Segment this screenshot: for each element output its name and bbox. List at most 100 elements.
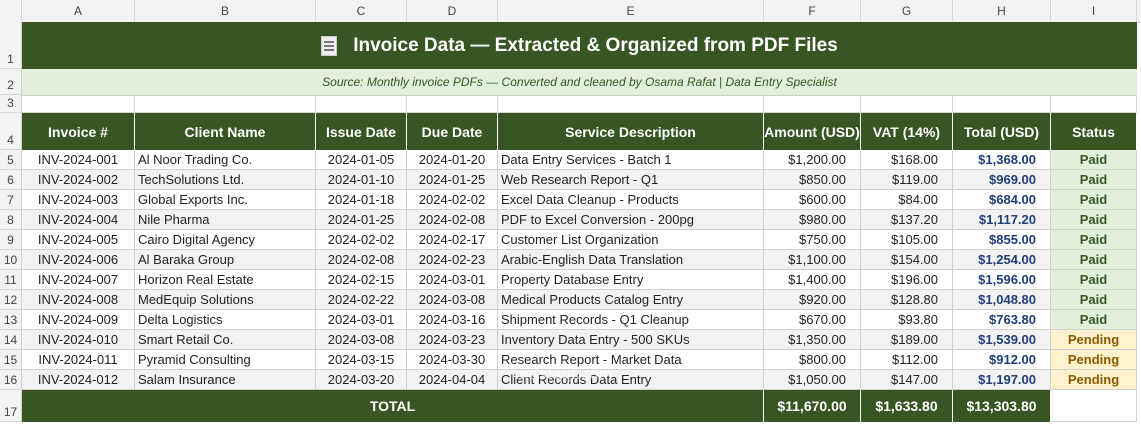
row-header-4[interactable]: 4 [0,113,22,150]
table-cell[interactable]: INV-2024-002 [22,170,135,190]
table-header-cell[interactable]: Due Date [407,113,498,150]
column-header-a[interactable]: A [22,0,135,22]
table-cell[interactable]: Global Exports Inc. [135,190,316,210]
table-cell[interactable]: 2024-01-25 [407,170,498,190]
status-badge[interactable]: Paid [1051,310,1137,330]
table-cell[interactable]: $855.00 [953,230,1051,250]
table-cell[interactable]: Excel Data Cleanup - Products [498,190,764,210]
status-badge[interactable]: Paid [1051,170,1137,190]
table-cell[interactable]: $119.00 [861,170,953,190]
table-cell[interactable]: INV-2024-010 [22,330,135,350]
table-cell[interactable]: $1,117.20 [953,210,1051,230]
status-badge[interactable]: Paid [1051,210,1137,230]
column-header-f[interactable]: F [764,0,861,22]
table-cell[interactable]: 2024-03-16 [407,310,498,330]
table-cell[interactable]: Shipment Records - Q1 Cleanup [498,310,764,330]
table-cell[interactable]: Horizon Real Estate [135,270,316,290]
table-cell[interactable]: 2024-02-08 [407,210,498,230]
column-header-d[interactable]: D [407,0,498,22]
table-header-cell[interactable]: Service Description [498,113,764,150]
table-cell[interactable]: Nile Pharma [135,210,316,230]
table-cell[interactable]: INV-2024-001 [22,150,135,170]
table-cell[interactable]: $93.80 [861,310,953,330]
table-cell[interactable]: $920.00 [764,290,861,310]
table-cell[interactable]: Data Entry Services - Batch 1 [498,150,764,170]
table-cell[interactable]: INV-2024-008 [22,290,135,310]
table-cell[interactable]: INV-2024-012 [22,370,135,390]
status-badge[interactable]: Paid [1051,250,1137,270]
column-header-b[interactable]: B [135,0,316,22]
row-header-7[interactable]: 7 [0,190,22,210]
table-cell[interactable]: 2024-03-23 [407,330,498,350]
table-header-cell[interactable]: Issue Date [316,113,407,150]
row-header-2[interactable]: 2 [0,69,22,95]
table-cell[interactable]: INV-2024-007 [22,270,135,290]
table-cell[interactable]: $1,368.00 [953,150,1051,170]
table-cell[interactable]: $969.00 [953,170,1051,190]
table-cell[interactable]: Cairo Digital Agency [135,230,316,250]
table-cell[interactable]: INV-2024-004 [22,210,135,230]
table-cell[interactable]: $1,400.00 [764,270,861,290]
table-cell[interactable]: $750.00 [764,230,861,250]
row-header-12[interactable]: 12 [0,290,22,310]
empty-cell[interactable] [498,95,764,113]
select-all-corner[interactable] [0,0,22,22]
table-cell[interactable]: INV-2024-011 [22,350,135,370]
empty-cell[interactable] [316,95,407,113]
table-cell[interactable]: INV-2024-005 [22,230,135,250]
total-label[interactable]: TOTAL [22,390,764,422]
table-cell[interactable]: $1,197.00 [953,370,1051,390]
table-cell[interactable]: Smart Retail Co. [135,330,316,350]
empty-cell[interactable] [22,95,135,113]
table-cell[interactable]: 2024-03-01 [316,310,407,330]
table-cell[interactable]: 2024-03-08 [407,290,498,310]
column-header-h[interactable]: H [953,0,1051,22]
table-cell[interactable]: INV-2024-009 [22,310,135,330]
row-header-6[interactable]: 6 [0,170,22,190]
table-cell[interactable]: $154.00 [861,250,953,270]
row-header-11[interactable]: 11 [0,270,22,290]
total-vat[interactable]: $1,633.80 [861,390,953,422]
row-header-8[interactable]: 8 [0,210,22,230]
table-cell[interactable]: 2024-02-17 [407,230,498,250]
table-cell[interactable]: 2024-02-02 [316,230,407,250]
table-cell[interactable]: 2024-01-18 [316,190,407,210]
table-cell[interactable]: $600.00 [764,190,861,210]
table-cell[interactable]: $912.00 [953,350,1051,370]
row-header-13[interactable]: 13 [0,310,22,330]
table-cell[interactable]: 2024-03-20 [316,370,407,390]
empty-cell[interactable] [1051,95,1137,113]
empty-cell[interactable] [953,95,1051,113]
table-cell[interactable]: $147.00 [861,370,953,390]
empty-cell[interactable] [861,95,953,113]
table-cell[interactable]: $112.00 [861,350,953,370]
table-cell[interactable]: $1,050.00 [764,370,861,390]
status-badge[interactable]: Paid [1051,190,1137,210]
row-header-16[interactable]: 16 [0,370,22,390]
table-cell[interactable]: $684.00 [953,190,1051,210]
row-header-14[interactable]: 14 [0,330,22,350]
table-cell[interactable]: Research Report - Market Data [498,350,764,370]
table-cell[interactable]: 2024-02-02 [407,190,498,210]
column-header-e[interactable]: E [498,0,764,22]
column-header-g[interactable]: G [861,0,953,22]
table-cell[interactable]: 2024-01-05 [316,150,407,170]
row-header-9[interactable]: 9 [0,230,22,250]
table-cell[interactable]: TechSolutions Ltd. [135,170,316,190]
table-cell[interactable]: $1,048.80 [953,290,1051,310]
row-header-15[interactable]: 15 [0,350,22,370]
row-header-5[interactable]: 5 [0,150,22,170]
table-cell[interactable]: Property Database Entry [498,270,764,290]
table-cell[interactable]: $1,254.00 [953,250,1051,270]
table-cell[interactable]: 2024-03-01 [407,270,498,290]
table-cell[interactable]: Client Records Data Entry [498,370,764,390]
table-cell[interactable]: 2024-01-20 [407,150,498,170]
empty-cell[interactable] [407,95,498,113]
table-cell[interactable]: Al Noor Trading Co. [135,150,316,170]
total-amount[interactable]: $11,670.00 [764,390,861,422]
table-cell[interactable]: $137.20 [861,210,953,230]
table-cell[interactable]: Customer List Organization [498,230,764,250]
status-badge[interactable]: Paid [1051,290,1137,310]
table-cell[interactable]: Web Research Report - Q1 [498,170,764,190]
table-cell[interactable]: $84.00 [861,190,953,210]
